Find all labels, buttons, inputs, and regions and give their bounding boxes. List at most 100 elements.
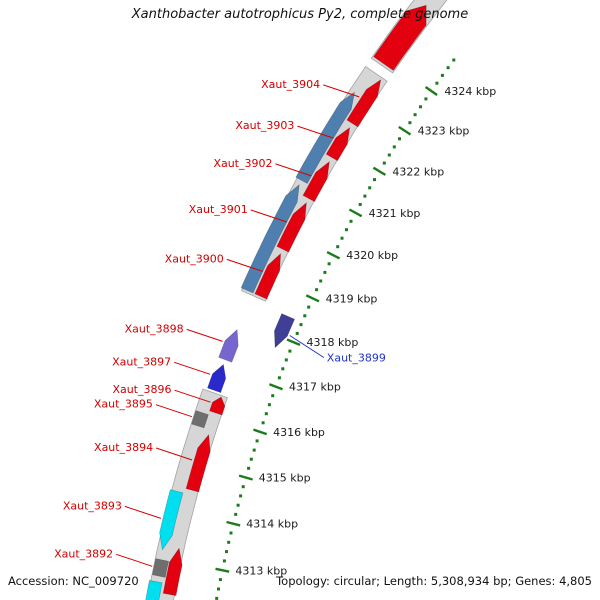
ruler-minor-dot — [239, 494, 243, 498]
ruler-major-tick — [215, 567, 230, 573]
ruler-minor-dot — [349, 219, 353, 223]
gene-label-leader — [226, 258, 263, 272]
ruler-minor-dot — [419, 105, 422, 109]
ruler-minor-dot — [241, 485, 245, 489]
ruler-minor-dot — [413, 113, 417, 117]
gene-arrow[interactable] — [373, 4, 427, 71]
ruler-minor-dot — [327, 262, 331, 266]
ruler-minor-dot — [452, 58, 456, 62]
gene-arrow[interactable] — [295, 91, 355, 184]
ruler-minor-dot — [387, 153, 391, 157]
gene-label-leader — [174, 361, 211, 375]
gene-label[interactable]: Xaut_3896 — [112, 383, 171, 396]
ruler-minor-dot — [288, 349, 292, 353]
ruler-major-tick — [268, 383, 283, 391]
gene-label-leader — [323, 84, 360, 98]
ruler-minor-dot — [358, 203, 362, 206]
gene-arrow-Xaut_3892[interactable] — [152, 558, 169, 578]
ruler-minor-dot — [247, 466, 251, 470]
ruler-minor-dot — [299, 323, 303, 327]
gene-arrow-Xaut_3893[interactable] — [159, 489, 184, 551]
gene-arrow-Xaut_3896[interactable] — [209, 396, 226, 416]
gene-arrow[interactable] — [162, 547, 183, 596]
ruler-minor-dot — [229, 531, 233, 535]
ruler-minor-dot — [234, 512, 238, 516]
gene-label[interactable]: Xaut_3903 — [235, 119, 294, 132]
gene-arrow-Xaut_3899[interactable] — [274, 313, 295, 349]
ruler-minor-dot — [284, 358, 288, 362]
ruler-minor-dot — [424, 97, 428, 101]
gene-arrow-Xaut_3902[interactable] — [302, 161, 330, 203]
gene-label[interactable]: Xaut_3897 — [112, 355, 171, 368]
footer-summary: Topology: circular; Length: 5,308,934 bp… — [275, 574, 592, 588]
gene-label-leader — [124, 505, 162, 519]
ruler-tick-label: 4317 kbp — [289, 381, 341, 394]
ruler-minor-dot — [392, 145, 396, 149]
gene-label[interactable]: Xaut_3901 — [189, 203, 248, 216]
gene-label[interactable]: Xaut_3902 — [213, 157, 272, 170]
gene-arrow-Xaut_3894[interactable] — [185, 433, 211, 493]
ruler-major-tick — [253, 428, 268, 436]
ruler-major-tick — [398, 125, 412, 136]
ruler: 4313 kbp 4314 kbp 4315 kbp 4316 kbp 4317 kbp… — [215, 58, 496, 600]
genome-title: Xanthobacter autotrophicus Py2, complete… — [131, 7, 468, 22]
gene-arrow-Xaut_3895[interactable] — [191, 410, 209, 429]
ruler-minor-dot — [222, 559, 226, 563]
gene-label[interactable]: Xaut_3894 — [94, 441, 153, 454]
gene-label-leader — [289, 335, 325, 358]
gene-label[interactable]: Xaut_3900 — [165, 252, 224, 265]
gene-label[interactable]: Xaut_3899 — [327, 352, 386, 365]
gene-arrow[interactable] — [145, 580, 163, 600]
ruler-tick-label: 4316 kbp — [273, 426, 325, 439]
ruler-minor-dot — [340, 236, 344, 240]
ruler-minor-dot — [323, 270, 327, 274]
gene-label[interactable]: Xaut_3895 — [94, 398, 153, 411]
gene-arrow-Xaut_3903[interactable] — [325, 127, 351, 162]
ruler-minor-dot — [382, 161, 386, 165]
gene-label-leader — [155, 447, 193, 461]
gene-label[interactable]: Xaut_3893 — [63, 499, 122, 512]
gene-arrow-Xaut_3904[interactable] — [346, 79, 382, 128]
ruler-minor-dot — [252, 448, 256, 452]
ruler-minor-dot — [277, 376, 281, 380]
ruler-tick-label: 4323 kbp — [418, 125, 470, 138]
ruler-minor-dot — [261, 421, 265, 425]
ruler-minor-dot — [345, 228, 348, 232]
gene-label[interactable]: Xaut_3898 — [125, 322, 184, 335]
ruler-minor-dot — [264, 412, 268, 416]
ruler-tick-label: 4322 kbp — [392, 165, 444, 178]
ruler-major-tick — [226, 520, 241, 527]
gene-label[interactable]: Xaut_3904 — [261, 78, 320, 91]
gene-label-leader — [250, 209, 287, 223]
ruler-major-tick — [286, 338, 301, 347]
ruler-minor-dot — [295, 331, 299, 335]
gene-arrow-Xaut_3901[interactable] — [276, 202, 307, 253]
features — [145, 4, 427, 600]
gene-label-leader — [174, 389, 211, 403]
gene-arrow-Xaut_3897[interactable] — [207, 363, 227, 393]
gene-arrow-Xaut_3900[interactable] — [254, 252, 281, 300]
gene-label[interactable]: Xaut_3892 — [54, 547, 113, 560]
ruler-minor-dot — [398, 137, 401, 141]
ruler-minor-dot — [227, 540, 231, 544]
ruler-minor-dot — [435, 81, 439, 85]
ruler-tick-label: 4318 kbp — [307, 336, 359, 349]
ruler-minor-dot — [373, 178, 376, 182]
ruler-major-tick — [305, 294, 320, 303]
ruler-tick-label: 4320 kbp — [346, 249, 398, 262]
ruler-tick-label: 4321 kbp — [369, 207, 421, 220]
ruler-minor-dot — [368, 186, 372, 190]
ruler-minor-dot — [307, 305, 311, 309]
ruler-minor-dot — [408, 121, 412, 125]
ruler-tick-label: 4324 kbp — [444, 85, 496, 98]
gene-arrow-Xaut_3898[interactable] — [218, 328, 239, 363]
gene-arrow[interactable] — [240, 183, 300, 294]
ruler-minor-dot — [440, 73, 444, 77]
ruler-major-tick — [238, 474, 253, 481]
ruler-minor-dot — [303, 314, 307, 318]
ruler-minor-dot — [446, 66, 450, 70]
ruler-minor-dot — [215, 596, 219, 600]
footer-accession: Accession: NC_009720 — [8, 574, 139, 588]
